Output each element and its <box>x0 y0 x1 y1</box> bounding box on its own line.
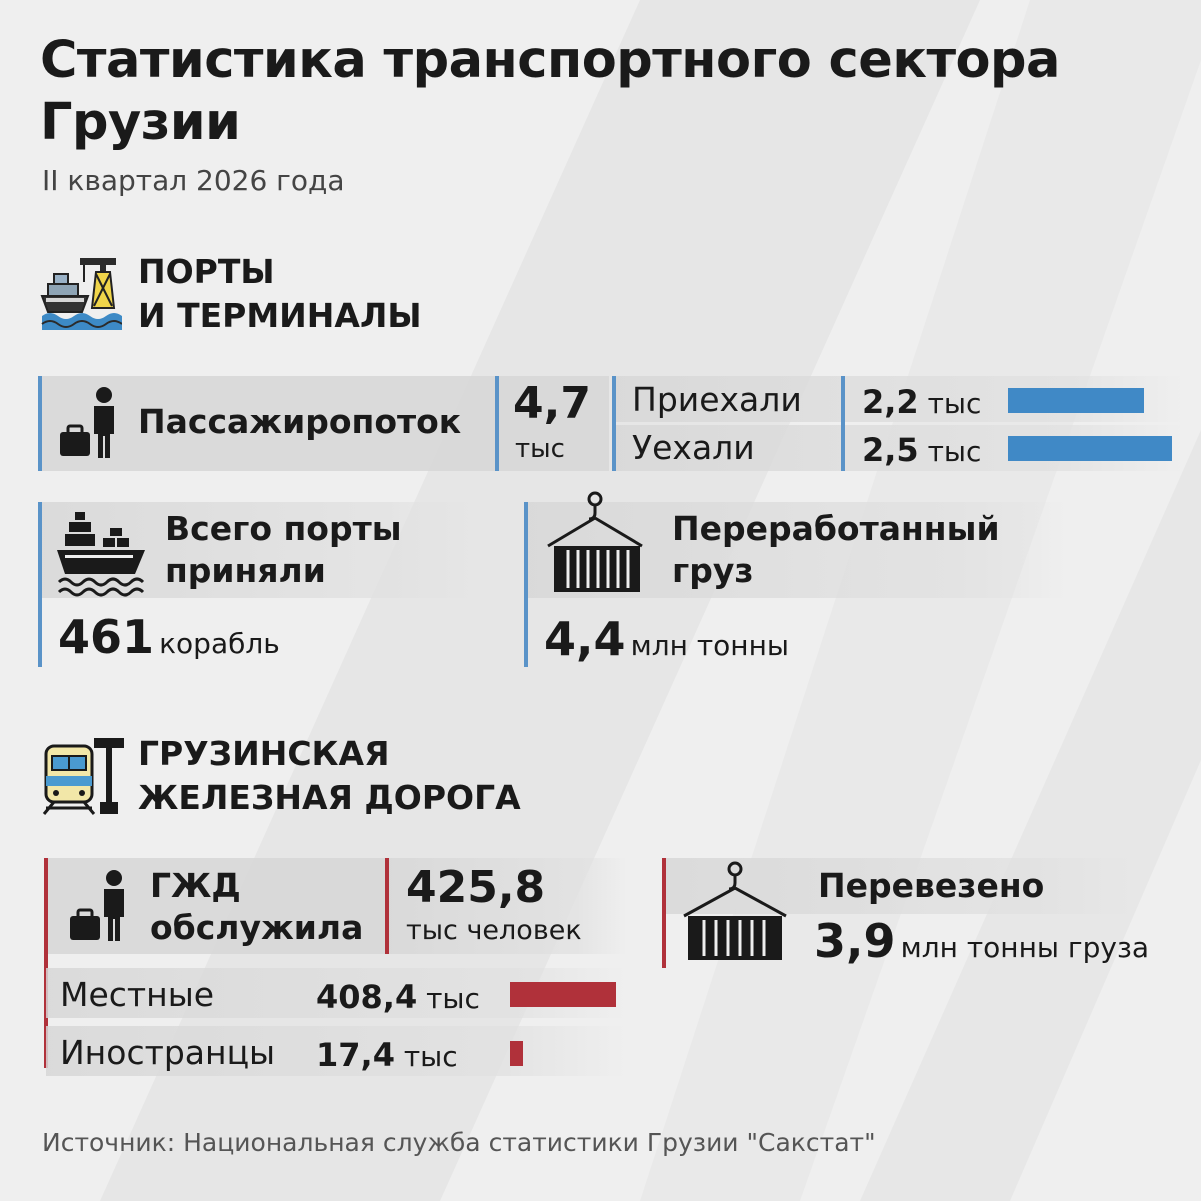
left-unit: тыс <box>927 435 982 468</box>
hanging-container-icon <box>547 491 643 592</box>
transported-label: Перевезено <box>818 866 1045 905</box>
arrived-unit: тыс <box>927 387 982 420</box>
source-note: Источник: Национальная служба статистики… <box>42 1128 876 1157</box>
foreign-bar <box>510 1041 523 1066</box>
passenger-label: Пассажиропоток <box>138 402 462 441</box>
passenger-total-value: 4,7 <box>513 378 591 429</box>
port-crane-ship-icon <box>40 258 122 330</box>
arrived-label: Приехали <box>632 380 802 419</box>
cargo-ship-icon <box>57 512 145 597</box>
person-luggage-icon <box>60 387 114 458</box>
passenger-accent-line <box>38 376 42 471</box>
served-label-line2: обслужила <box>150 908 364 947</box>
local-unit: тыс <box>426 982 480 1015</box>
served-accent-line <box>44 858 48 1068</box>
hanging-container-icon <box>683 861 787 960</box>
transported-unit: млн тонны груза <box>900 931 1149 964</box>
ports-heading-line1: ПОРТЫ <box>138 252 275 291</box>
arrived-value: 2,2 <box>862 383 919 421</box>
foreign-unit: тыс <box>403 1040 458 1073</box>
cargo-unit: млн тонны <box>630 629 789 662</box>
cargo-accent-line <box>524 502 528 667</box>
served-unit: тыс человек <box>406 915 582 946</box>
cargo-value: 4,4 <box>544 612 626 666</box>
cargo-label-line2: груз <box>672 551 754 590</box>
local-value: 408,4 <box>316 978 418 1016</box>
ships-unit: корабль <box>159 627 280 660</box>
arrived-bar <box>1008 388 1144 413</box>
page-subtitle: II квартал 2026 года <box>42 164 345 197</box>
transported-panel <box>664 858 1134 914</box>
foreign-value: 17,4 <box>316 1036 395 1074</box>
train-icon <box>42 738 124 815</box>
passenger-total-unit: тыс <box>515 434 565 464</box>
passenger-panel <box>40 376 495 471</box>
served-panel <box>46 858 386 954</box>
railway-heading-line2: ЖЕЛЕЗНАЯ ДОРОГА <box>138 778 521 817</box>
ships-accent-line <box>38 502 42 667</box>
page-title: Статистика транспортного сектора Грузии <box>40 31 1060 152</box>
left-label: Уехали <box>632 428 755 467</box>
ports-heading-line2: И ТЕРМИНАЛЫ <box>138 296 422 335</box>
left-bar <box>1008 436 1172 461</box>
local-label: Местные <box>60 975 215 1014</box>
served-total-panel <box>387 858 627 954</box>
passenger-total-panel <box>497 376 609 471</box>
served-value: 425,8 <box>406 862 546 913</box>
served-label-line1: ГЖД <box>150 866 241 905</box>
passenger-total-accent <box>495 376 499 471</box>
ships-value: 461 <box>58 610 155 664</box>
arrived-left-value-accent <box>841 376 845 471</box>
transported-accent-line <box>662 858 666 968</box>
transported-value: 3,9 <box>814 914 896 968</box>
foreign-label: Иностранцы <box>60 1033 276 1072</box>
railway-heading-line1: ГРУЗИНСКАЯ <box>138 734 390 773</box>
ships-label-line2: приняли <box>165 551 326 590</box>
foreign-row <box>46 1026 626 1076</box>
person-luggage-icon <box>70 870 124 941</box>
cargo-label-line1: Переработанный <box>672 509 1000 548</box>
ships-label-line1: Всего порты <box>165 509 402 548</box>
local-bar <box>510 982 616 1007</box>
left-value: 2,5 <box>862 431 919 469</box>
arrived-left-accent <box>612 376 616 471</box>
served-total-accent <box>385 858 389 954</box>
